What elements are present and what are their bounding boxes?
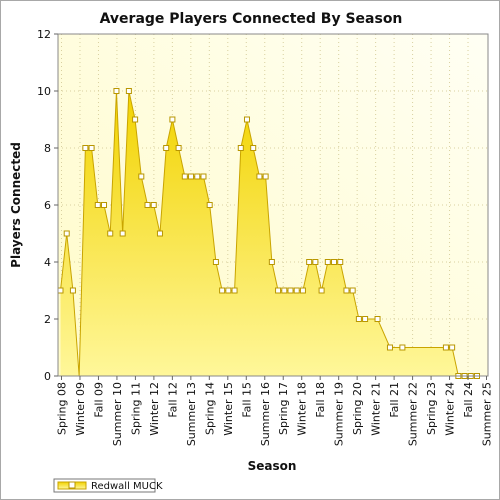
- data-point: [132, 116, 139, 123]
- data-point: [299, 287, 306, 294]
- data-point: [113, 88, 120, 94]
- y-tick-label: 10: [37, 85, 51, 98]
- data-point: [107, 230, 114, 237]
- y-axis-ticks: 0 2 4 6 8 10 12: [37, 28, 58, 383]
- data-point: [57, 287, 64, 294]
- legend-label: Redwall MUCK: [91, 481, 163, 492]
- data-point: [206, 202, 213, 208]
- y-tick-label: 4: [44, 256, 51, 269]
- data-point: [88, 145, 95, 151]
- data-point: [69, 287, 76, 294]
- y-tick-label: 0: [44, 370, 51, 383]
- marker-layer: [57, 88, 480, 379]
- x-tick-label: Fall 18: [314, 382, 327, 418]
- x-tick-label: Fall 24: [462, 382, 475, 418]
- data-point: [188, 173, 195, 180]
- data-point: [237, 145, 244, 151]
- data-point: [181, 173, 188, 180]
- legend-marker: [68, 481, 76, 489]
- data-point: [449, 344, 456, 351]
- x-tick-label: Winter 12: [148, 382, 161, 436]
- data-point: [256, 173, 263, 180]
- data-point: [144, 202, 151, 208]
- data-point: [219, 287, 226, 294]
- data-point: [231, 287, 238, 294]
- y-tick-label: 8: [44, 142, 51, 155]
- x-tick-label: Summer 19: [333, 382, 346, 446]
- data-point: [343, 287, 350, 294]
- data-point: [212, 259, 219, 265]
- data-point: [287, 287, 294, 294]
- x-tick-label: Spring 20: [351, 382, 364, 435]
- data-point: [306, 259, 313, 265]
- x-tick-label: Spring 17: [277, 382, 290, 435]
- data-point: [163, 145, 170, 151]
- x-tick-label: Spring 14: [203, 382, 216, 435]
- x-tick-label: Fall 09: [92, 382, 105, 418]
- x-tick-label: Summer 25: [481, 382, 494, 446]
- series-area-fill: [60, 91, 477, 376]
- x-tick-label: Summer 22: [407, 382, 420, 446]
- data-point: [225, 287, 232, 294]
- data-point: [312, 259, 319, 265]
- y-tick-label: 6: [44, 199, 51, 212]
- x-tick-label: Fall 12: [166, 382, 179, 418]
- x-tick-label: Spring 08: [56, 382, 69, 435]
- data-point: [262, 173, 269, 180]
- data-point: [374, 316, 381, 322]
- data-point: [355, 316, 362, 322]
- x-axis-title: Season: [248, 459, 297, 473]
- x-tick-label: Winter 18: [296, 382, 309, 436]
- x-tick-label: Winter 09: [74, 382, 87, 436]
- x-tick-label: Fall 21: [388, 382, 401, 418]
- data-point: [275, 287, 282, 294]
- y-axis-title: Players Connected: [9, 142, 23, 268]
- data-point: [94, 202, 101, 208]
- data-point: [386, 344, 393, 351]
- legend: Redwall MUCK: [53, 478, 163, 493]
- data-point: [169, 116, 176, 123]
- x-tick-label: Summer 10: [111, 382, 124, 446]
- data-point: [194, 173, 201, 180]
- data-point: [331, 259, 338, 265]
- data-point: [250, 145, 257, 151]
- x-tick-label: Spring 23: [425, 382, 438, 435]
- data-point: [101, 202, 108, 208]
- data-point: [268, 259, 275, 265]
- x-tick-label: Winter 21: [370, 382, 383, 436]
- x-tick-label: Fall 15: [240, 382, 253, 418]
- data-point: [324, 259, 331, 265]
- data-point: [119, 230, 126, 237]
- data-point: [150, 202, 157, 208]
- data-point: [362, 316, 369, 322]
- data-point: [337, 259, 344, 265]
- x-tick-label: Winter 24: [444, 382, 457, 436]
- x-axis-ticks: Spring 08 Winter 09 Fall 09 Summer 10 Spring…: [56, 376, 494, 446]
- data-point: [399, 344, 406, 351]
- data-point: [318, 287, 325, 294]
- data-point: [125, 88, 132, 94]
- data-point: [175, 145, 182, 151]
- data-point: [82, 145, 89, 151]
- y-tick-label: 12: [37, 28, 51, 41]
- x-tick-label: Winter 15: [222, 382, 235, 436]
- x-tick-label: Summer 13: [185, 382, 198, 446]
- chart-title: Average Players Connected By Season: [100, 11, 403, 27]
- x-tick-label: Summer 16: [259, 382, 272, 446]
- data-point: [442, 344, 449, 351]
- data-point: [243, 116, 250, 123]
- data-point: [156, 230, 163, 237]
- data-point: [293, 287, 300, 294]
- data-point: [349, 287, 356, 294]
- data-point: [200, 173, 207, 180]
- y-tick-label: 2: [44, 313, 51, 326]
- x-tick-label: Spring 11: [129, 382, 142, 435]
- data-point: [281, 287, 288, 294]
- data-point: [138, 173, 145, 180]
- data-point: [63, 230, 70, 237]
